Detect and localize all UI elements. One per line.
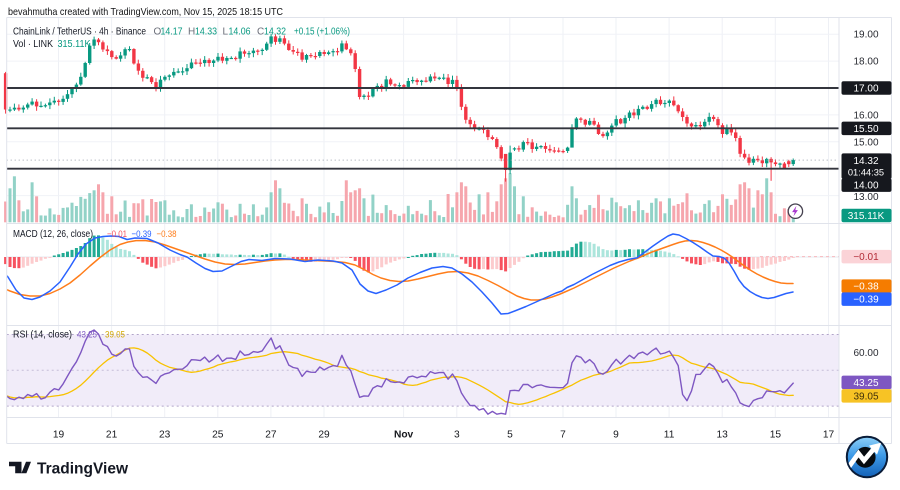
svg-text:15.00: 15.00	[853, 137, 878, 148]
svg-text:15.50: 15.50	[853, 124, 878, 135]
svg-text:14.00: 14.00	[853, 181, 878, 192]
svg-text:H: H	[188, 27, 195, 38]
svg-text:13: 13	[717, 429, 729, 440]
svg-text:+0.15 (+1.06%): +0.15 (+1.06%)	[294, 27, 350, 38]
svg-text:14.33: 14.33	[195, 27, 217, 38]
svg-text:11: 11	[664, 429, 675, 440]
svg-text:14.32: 14.32	[264, 27, 286, 38]
svg-text:01:44:35: 01:44:35	[848, 168, 884, 178]
svg-text:7: 7	[560, 429, 566, 440]
svg-text:60.00: 60.00	[853, 348, 878, 359]
svg-text:O: O	[154, 27, 162, 38]
svg-text:18.00: 18.00	[853, 57, 878, 68]
svg-text:C: C	[257, 27, 264, 38]
svg-text:14.06: 14.06	[229, 27, 251, 38]
svg-text:25: 25	[212, 429, 224, 440]
svg-text:19.00: 19.00	[853, 30, 878, 41]
svg-text:9: 9	[613, 429, 619, 440]
svg-text:14.32: 14.32	[853, 156, 878, 167]
svg-text:bevahmutha created with Tradin: bevahmutha created with TradingView.com,…	[8, 6, 283, 18]
svg-text:21: 21	[106, 429, 118, 440]
svg-text:−0.39: −0.39	[132, 229, 152, 240]
svg-text:RSI (14, close): RSI (14, close)	[13, 329, 72, 340]
svg-text:16.00: 16.00	[853, 110, 878, 121]
svg-text:27: 27	[265, 429, 277, 440]
svg-text:L: L	[223, 27, 229, 38]
svg-text:−0.38: −0.38	[157, 229, 177, 240]
svg-text:−0.01: −0.01	[853, 252, 879, 263]
svg-text:−0.38: −0.38	[853, 282, 879, 293]
svg-text:13.00: 13.00	[853, 192, 878, 203]
svg-text:−0.01: −0.01	[107, 229, 127, 240]
svg-text:39.05: 39.05	[853, 391, 878, 402]
svg-text:29: 29	[318, 429, 330, 440]
svg-text:−0.39: −0.39	[853, 295, 879, 306]
svg-text:15: 15	[770, 429, 782, 440]
svg-text:5: 5	[507, 429, 513, 440]
svg-text:43.25: 43.25	[77, 329, 97, 340]
svg-text:Vol · LINK: Vol · LINK	[13, 39, 53, 50]
svg-text:17.00: 17.00	[853, 84, 878, 95]
svg-text:19: 19	[53, 429, 65, 440]
svg-text:17: 17	[823, 429, 835, 440]
svg-text:MACD (12, 26, close): MACD (12, 26, close)	[13, 229, 93, 240]
svg-text:315.11K: 315.11K	[58, 39, 91, 50]
svg-text:315.11K: 315.11K	[848, 211, 885, 222]
svg-text:14.17: 14.17	[161, 27, 183, 38]
svg-text:Nov: Nov	[394, 429, 414, 440]
svg-text:ChainLink / TetherUS · 4h · Bi: ChainLink / TetherUS · 4h · Binance	[13, 27, 146, 38]
svg-text:39.05: 39.05	[105, 329, 125, 340]
svg-text:43.25: 43.25	[853, 378, 878, 389]
svg-text:3: 3	[454, 429, 460, 440]
svg-text:TradingView: TradingView	[37, 460, 129, 477]
svg-text:23: 23	[159, 429, 171, 440]
